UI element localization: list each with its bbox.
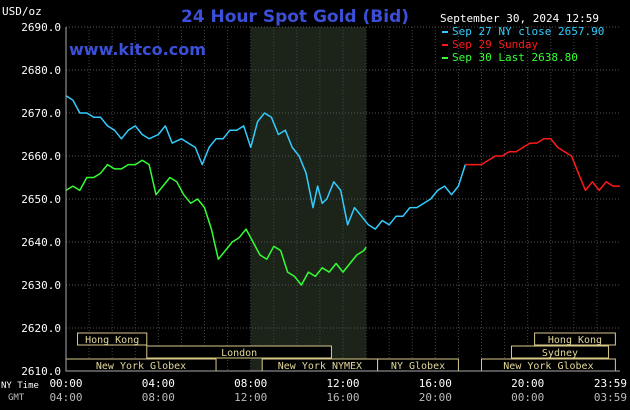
- x-tick-label-ny: 08:00: [234, 377, 267, 390]
- price-series: [65, 95, 620, 286]
- x-tick-label-gmt: 08:00: [142, 391, 175, 404]
- x-tick-label-gmt: 04:00: [49, 391, 82, 404]
- market-session-bars: Hong Kong London New York Globex New York N…: [65, 332, 616, 372]
- x-tick-label-gmt: 03:59: [594, 391, 627, 404]
- y-tick-label: 2640.0: [21, 236, 61, 249]
- x-tick-label-gmt: 12:00: [234, 391, 267, 404]
- website-label: www.kitco.com: [69, 40, 206, 59]
- chart-title: 24 Hour Spot Gold (Bid): [181, 7, 409, 27]
- y-tick-label: 2690.0: [21, 21, 61, 34]
- session-bar: [511, 345, 609, 359]
- session-bar: [146, 345, 332, 359]
- x-tick-label-ny: 16:00: [419, 377, 452, 390]
- session-bar: [534, 332, 616, 346]
- series-line: [65, 159, 367, 286]
- x-axis-label-ny: NY Time: [1, 381, 39, 391]
- y-tick-label: 2660.0: [21, 150, 61, 163]
- legend-entry: Sep 30 Last 2638.80: [452, 51, 578, 64]
- x-tick-label-gmt: 20:00: [419, 391, 452, 404]
- axes: 2690.0 2680.0 2670.0 2660.0 2650.0 2640.0 2630…: [21, 21, 627, 404]
- y-tick-label: 2630.0: [21, 279, 61, 292]
- x-tick-label-ny: 04:00: [142, 377, 175, 390]
- session-label: Sydney: [542, 348, 578, 359]
- session-label: London: [221, 348, 257, 359]
- session-label: New York NYMEX: [278, 361, 362, 372]
- session-shading: [250, 27, 367, 371]
- y-tick-label: 2610.0: [21, 365, 61, 378]
- series-line: [65, 95, 467, 230]
- legend-entry: Sep 27 NY close 2657.90: [452, 25, 604, 38]
- x-tick-label-ny: 23:59: [594, 377, 627, 390]
- x-tick-label-gmt: 00:00: [511, 391, 544, 404]
- session-label: New York Globex: [96, 361, 186, 372]
- shaded-band: [250, 27, 367, 371]
- y-tick-label: 2650.0: [21, 193, 61, 206]
- x-tick-label-ny: 12:00: [326, 377, 359, 390]
- session-label: Hong Kong: [85, 335, 139, 346]
- y-axis-label: USD/oz: [2, 5, 42, 18]
- grid: [66, 26, 620, 372]
- x-tick-label-ny: 00:00: [49, 377, 82, 390]
- session-label: Hong Kong: [548, 335, 602, 346]
- date-stamp: September 30, 2024 12:59: [440, 12, 599, 25]
- x-tick-label-gmt: 16:00: [326, 391, 359, 404]
- session-label: New York Globex: [503, 361, 593, 372]
- y-tick-label: 2620.0: [21, 322, 61, 335]
- x-tick-label-ny: 20:00: [511, 377, 544, 390]
- series-line: [465, 138, 620, 192]
- x-axis-label-gmt: GMT: [8, 393, 25, 403]
- y-tick-label: 2670.0: [21, 107, 61, 120]
- session-bar: [77, 332, 148, 346]
- legend-entry: Sep 29 Sunday: [452, 38, 538, 51]
- session-label: NY Globex: [391, 361, 445, 372]
- y-tick-label: 2680.0: [21, 64, 61, 77]
